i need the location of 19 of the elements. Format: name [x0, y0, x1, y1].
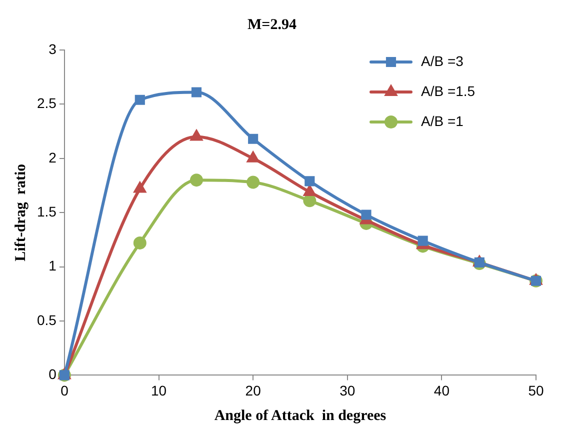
x-tick-label: 0	[60, 382, 69, 398]
legend-label: A/B =1	[421, 112, 464, 129]
x-tick-label: 30	[340, 382, 356, 398]
x-tick-label: 50	[528, 382, 544, 398]
y-tick-label: 0	[48, 366, 57, 382]
x-axis-title: Angle of Attack in degrees	[214, 408, 386, 424]
x-tick-label: 40	[434, 382, 450, 398]
y-tick-label: 2	[48, 149, 57, 166]
x-tick-label: 20	[245, 382, 262, 398]
y-axis-title: Lift-drag ratio	[12, 164, 29, 262]
x-tick-label: 10	[150, 382, 167, 398]
y-tick-label: 1	[48, 258, 57, 274]
chart-title: M=2.94	[248, 16, 297, 33]
y-tick-label: 2.5	[36, 95, 57, 112]
legend-label: A/B =1.5	[421, 82, 476, 99]
legend-label: A/B =3	[421, 52, 464, 69]
y-tick-label: 3	[48, 40, 57, 57]
y-tick-label: 0.5	[36, 312, 57, 328]
y-tick-label: 1.5	[36, 203, 57, 220]
